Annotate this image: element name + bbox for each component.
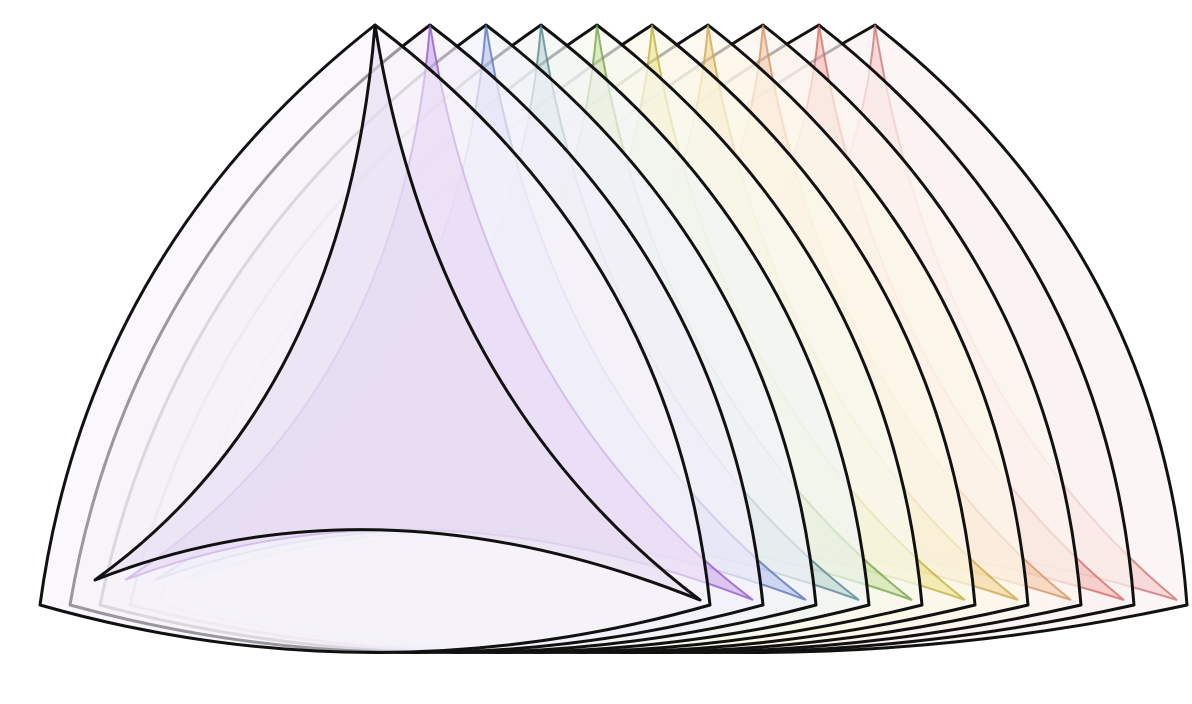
concave-shape: [93, 23, 702, 602]
layer: [38, 23, 712, 654]
